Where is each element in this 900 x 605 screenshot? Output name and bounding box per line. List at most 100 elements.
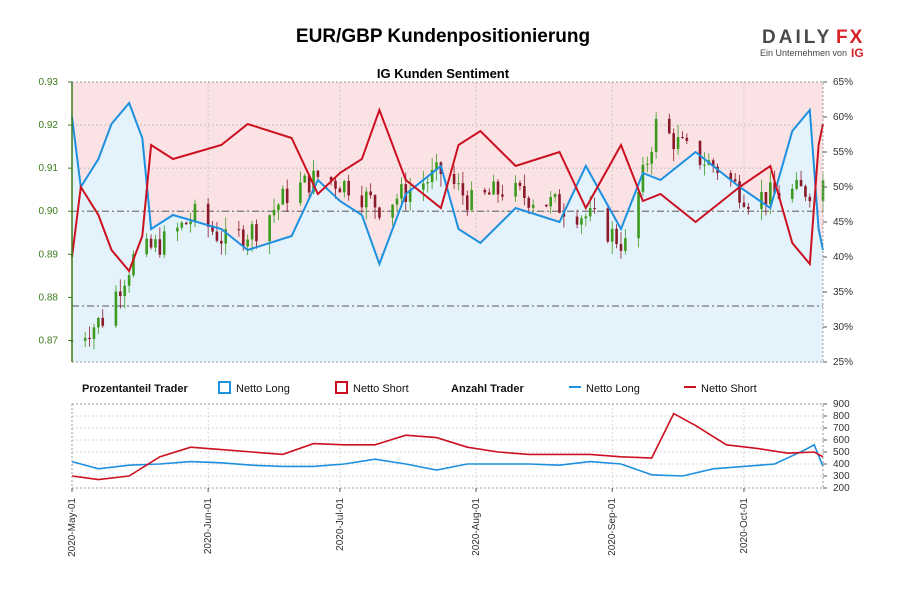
candle-body xyxy=(764,192,768,205)
candle-body xyxy=(299,182,302,203)
candle-body xyxy=(575,216,579,225)
candle-body xyxy=(452,174,456,184)
candle-body xyxy=(729,173,733,180)
date-tick-label: 2020-Oct-01 xyxy=(739,498,750,554)
price-tick-label: 0.90 xyxy=(39,206,59,217)
candle-body xyxy=(808,196,812,202)
candle-body xyxy=(527,197,531,208)
candle-body xyxy=(465,195,469,210)
count-tick-label: 500 xyxy=(833,447,850,458)
candle-body xyxy=(487,192,491,195)
candle-body xyxy=(470,189,473,210)
candle-body xyxy=(206,203,210,227)
candle-body xyxy=(646,163,649,165)
candle-body xyxy=(338,188,342,193)
candle-body xyxy=(162,231,166,255)
candle-body xyxy=(132,254,135,276)
candle-body xyxy=(545,204,548,207)
candle-body xyxy=(676,136,680,150)
percent-tick-label: 50% xyxy=(833,182,853,193)
candle-body xyxy=(334,180,337,189)
count-short-line xyxy=(71,412,824,481)
legend-group1-short: Netto Short xyxy=(353,383,409,395)
candle-body xyxy=(501,194,504,197)
candle-body xyxy=(277,204,280,210)
candle-body xyxy=(364,191,368,208)
candle-body xyxy=(461,183,465,196)
candle-body xyxy=(373,195,377,208)
candle-body xyxy=(400,184,403,199)
logo-daily-text: DAILY xyxy=(762,27,832,48)
count-tick-label: 700 xyxy=(833,423,850,434)
candle-body xyxy=(667,118,671,134)
percent-axis-ticks: 25% 30% 35% 40% 45% 50% 55% 60% 65% xyxy=(823,77,853,368)
candle-body xyxy=(347,180,350,196)
candle-body xyxy=(329,176,333,181)
candle-body xyxy=(821,180,825,202)
long-sentiment-fill xyxy=(72,103,823,362)
percent-tick-label: 65% xyxy=(833,77,853,88)
candle-body xyxy=(119,291,122,297)
candle-body xyxy=(457,183,460,185)
candle-body xyxy=(531,204,535,208)
price-tick-label: 0.88 xyxy=(39,292,59,303)
candle-body xyxy=(180,222,184,228)
candle-body xyxy=(114,291,118,326)
candle-body xyxy=(698,140,702,165)
candle-body xyxy=(158,239,162,255)
price-candles xyxy=(70,111,825,350)
candle-body xyxy=(123,285,127,297)
candle-body xyxy=(241,229,245,247)
count-tick-label: 600 xyxy=(833,435,850,446)
candle-body xyxy=(426,182,430,184)
candle-body xyxy=(83,337,87,341)
candle-body xyxy=(92,327,96,340)
candle-body xyxy=(224,229,228,244)
candle-body xyxy=(549,196,553,207)
dailyfx-logo: DAILY FX Ein Unternehmen von IG xyxy=(760,27,864,60)
candle-body xyxy=(523,186,526,198)
reference-lines xyxy=(72,210,823,307)
candle-body xyxy=(307,175,311,193)
candle-body xyxy=(408,189,412,202)
candle-body xyxy=(738,181,741,203)
legend-group2-long: Netto Long xyxy=(586,383,640,395)
candle-body xyxy=(255,224,258,242)
candle-body xyxy=(654,118,658,153)
candle-body xyxy=(237,229,241,231)
count-panel-frame xyxy=(71,403,824,489)
candle-body xyxy=(641,164,645,192)
percent-tick-label: 60% xyxy=(833,112,853,123)
logo-ig: IG xyxy=(851,46,864,60)
candle-body xyxy=(593,208,596,210)
candle-body xyxy=(496,181,500,195)
candle-body xyxy=(790,188,794,199)
candle-body xyxy=(316,170,320,177)
legend: Prozentanteil Trader Netto Long Netto Sh… xyxy=(82,381,757,395)
candle-body xyxy=(711,160,715,167)
candle-body xyxy=(615,228,618,245)
candle-body xyxy=(619,244,623,251)
candle-body xyxy=(430,169,434,183)
date-tick-label: 2020-Sep-01 xyxy=(607,498,618,556)
legend-long-swatch xyxy=(218,381,231,394)
legend-group1-long: Netto Long xyxy=(236,383,290,395)
short-sentiment-line xyxy=(71,107,824,273)
candle-body xyxy=(189,221,192,225)
candle-body xyxy=(685,137,689,141)
candle-body xyxy=(422,183,425,190)
chart-title: EUR/GBP Kundenpositionierung xyxy=(296,26,590,47)
candle-body xyxy=(606,208,610,242)
candle-body xyxy=(650,152,654,164)
candle-body xyxy=(378,207,381,218)
candle-body xyxy=(681,136,684,138)
count-tick-label: 400 xyxy=(833,459,850,470)
candle-body xyxy=(492,181,495,195)
candle-body xyxy=(624,238,627,251)
candle-body xyxy=(558,194,561,213)
candle-body xyxy=(250,224,254,240)
logo-tagline: Ein Unternehmen von xyxy=(760,48,847,58)
